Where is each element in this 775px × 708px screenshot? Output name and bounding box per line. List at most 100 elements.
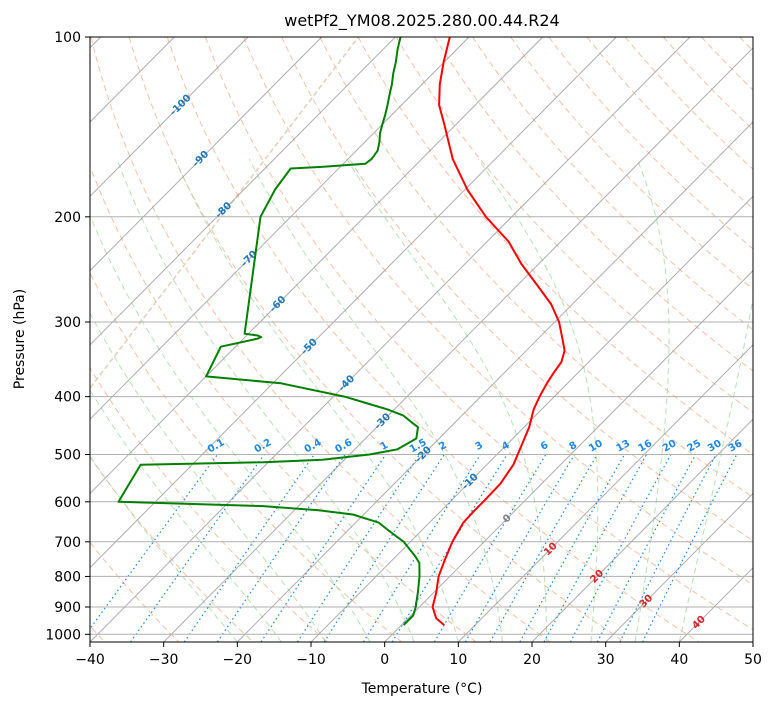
mixing-ratio-line <box>596 454 697 642</box>
moist-adiabat <box>116 158 415 642</box>
dry-adiabat <box>663 37 753 131</box>
mixing-ratio-line <box>433 454 547 642</box>
mixing-ratio-label: 6 <box>539 440 551 453</box>
y-tick-label: 200 <box>54 210 81 226</box>
mixing-ratio-label: 0.2 <box>253 437 274 455</box>
x-tick-label: 30 <box>597 652 615 668</box>
dry-adiabat <box>128 37 625 642</box>
isotherm-line <box>384 269 753 642</box>
plot-area: 0.1 0.2 0.4 0.6 1 1.5 2 3 4 6 8 10 13 16 20 25 30 36-100-… <box>90 37 753 642</box>
isotherm-line <box>90 37 396 346</box>
isotherm-line <box>605 492 753 642</box>
isotherm-line <box>90 37 691 642</box>
mixing-ratio-line <box>619 454 717 642</box>
x-tick-label: −10 <box>296 652 326 668</box>
y-tick-label: 600 <box>54 495 81 511</box>
y-axis-title: Pressure (hPa) <box>12 289 28 389</box>
dewpoint-profile <box>117 37 421 626</box>
axes: −40 −30 −20 −10 0 10 20 30 40 5010020030040050060… <box>45 30 762 668</box>
mixing-ratio-line <box>296 454 421 642</box>
y-tick-label: 100 <box>54 30 81 46</box>
mixing-ratio-line <box>183 454 315 642</box>
dry-adiabat <box>205 37 753 631</box>
mixing-ratio-line <box>642 454 738 642</box>
dry-adiabat <box>319 37 753 498</box>
y-tick-label: 1000 <box>45 627 81 643</box>
isotherm-line <box>678 566 753 642</box>
y-tick-label: 700 <box>54 535 81 551</box>
mixing-ratio-line <box>260 454 387 642</box>
mixing-ratio-label: 2 <box>437 440 449 453</box>
mixing-ratio-label: 13 <box>614 438 632 455</box>
dry-adiabat <box>243 37 753 586</box>
dry-adiabat <box>90 37 551 642</box>
x-tick-label: 10 <box>449 652 467 668</box>
background-lines <box>90 37 753 642</box>
isotherm-line <box>90 37 249 198</box>
y-tick-label: 400 <box>54 390 81 406</box>
mixing-ratio-line <box>519 454 626 642</box>
isotherm-line <box>90 37 323 272</box>
dry-adiabat <box>586 37 753 210</box>
dry-adiabat <box>90 164 477 642</box>
moist-adiabat <box>90 455 238 642</box>
plot-frame <box>89 36 754 643</box>
mixing-ratio-line <box>90 454 218 630</box>
moist-adiabat <box>248 158 503 642</box>
mixing-ratio-label: 0.1 <box>206 437 227 455</box>
dry-adiabat <box>433 37 753 372</box>
moist-adiabat <box>346 158 548 642</box>
y-tick-label: 800 <box>54 569 81 585</box>
x-tick-label: 50 <box>744 652 762 668</box>
mixing-ratio-label: 4 <box>500 440 512 453</box>
x-axis-title: Temperature (°C) <box>361 681 483 697</box>
dry-adiabat <box>90 271 403 642</box>
mixing-ratio-label: 25 <box>686 438 704 455</box>
x-tick-label: −30 <box>149 652 179 668</box>
dry-adiabat <box>166 37 700 642</box>
mixing-ratio-label: 36 <box>727 438 745 455</box>
moist-adiabat <box>678 295 753 642</box>
mixing-ratio-label: 8 <box>567 440 579 453</box>
mixing-ratio-line <box>323 454 445 642</box>
isotherm-label: 10 <box>542 541 560 559</box>
isotherm-line <box>163 47 753 642</box>
mixing-ratio-line <box>216 454 346 642</box>
isotherm-line <box>457 344 753 642</box>
dry-adiabat <box>548 37 753 250</box>
isotherm-line <box>752 641 753 642</box>
mixing-ratio-label: 0.4 <box>303 437 324 455</box>
mixing-ratio-line <box>464 454 576 642</box>
isotherm-label: -70 <box>239 249 260 270</box>
isotherm-line <box>90 37 470 420</box>
mixing-ratio-label: 10 <box>587 438 605 455</box>
x-tick-label: −40 <box>75 652 105 668</box>
dry-adiabat <box>281 37 753 542</box>
isotherm-line <box>90 37 617 569</box>
moist-adiabat <box>90 389 282 642</box>
mixing-ratio-line <box>489 454 598 642</box>
sounding <box>117 37 566 626</box>
mixing-ratio-line <box>391 454 508 642</box>
isotherm-line <box>310 195 753 642</box>
dry-adiabat <box>357 37 753 456</box>
x-tick-label: 40 <box>670 652 688 668</box>
dry-adiabat <box>90 367 328 642</box>
mixing-ratio-label: 16 <box>637 438 655 455</box>
moist-adiabat <box>174 158 459 642</box>
dry-adiabat <box>395 37 753 414</box>
mixing-ratio-line <box>362 454 482 642</box>
y-tick-label: 300 <box>54 315 81 331</box>
mixing-ratio-label: 1 <box>379 440 391 453</box>
mixing-ratio-line <box>130 454 265 642</box>
x-tick-label: −20 <box>223 652 253 668</box>
x-tick-label: 20 <box>523 652 541 668</box>
temperature-profile <box>431 37 566 626</box>
y-tick-label: 500 <box>54 448 81 464</box>
moist-adiabat <box>90 311 327 642</box>
moist-adiabat <box>634 158 670 642</box>
moist-adiabat <box>477 158 599 642</box>
moist-adiabat <box>90 214 371 642</box>
